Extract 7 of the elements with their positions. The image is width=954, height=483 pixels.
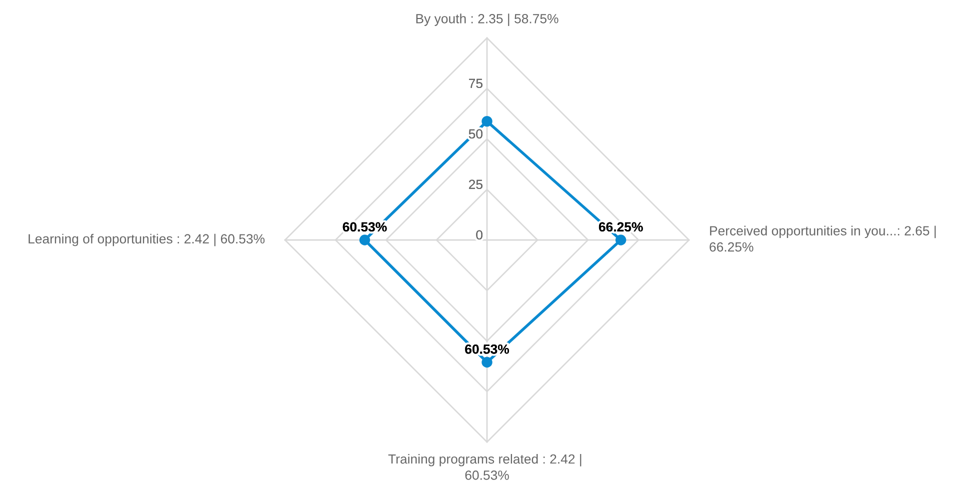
spoke-label: By youth : 2.35 | 58.75%: [416, 14, 558, 26]
spoke-label: Training programs related : 2.42 | 60.53%: [388, 454, 582, 480]
y-tick-label: 75: [469, 78, 482, 88]
spoke-label: Perceived opportunities in you...: 2.65 | 66.25%: [710, 226, 936, 252]
y-tick-label: 25: [468, 180, 482, 190]
y-tick-label: 0: [476, 230, 482, 240]
spoke-label: Learning of opportunities : 2.42 | 60.53%: [28, 234, 265, 246]
